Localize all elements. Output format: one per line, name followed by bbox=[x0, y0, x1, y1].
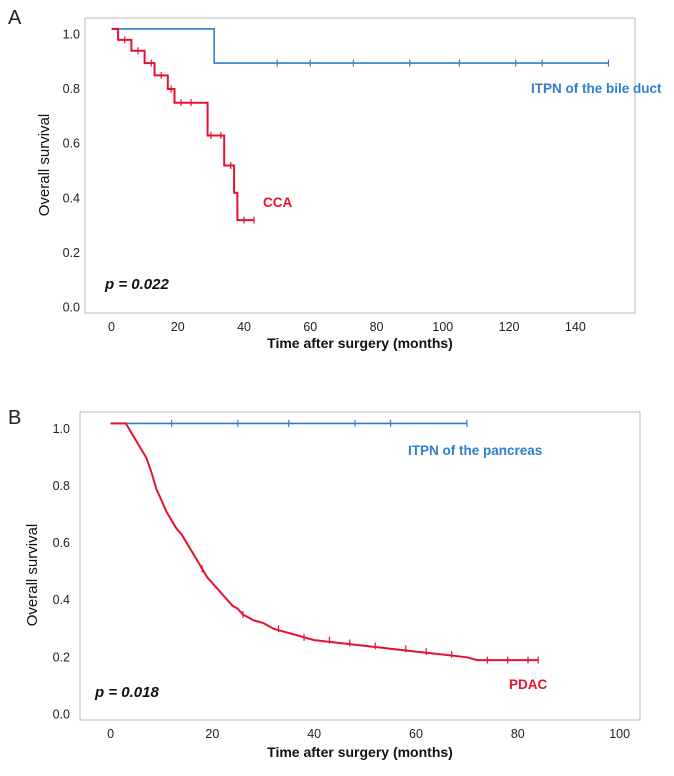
y-tick-label: 0.6 bbox=[53, 536, 70, 550]
x-tick-label: 140 bbox=[565, 320, 586, 334]
panel-a-series bbox=[111, 27, 610, 224]
panel-b-label-pdac: PDAC bbox=[509, 677, 548, 692]
y-tick-label: 0.8 bbox=[53, 479, 70, 493]
x-tick-label: 120 bbox=[499, 320, 520, 334]
x-tick-label: 20 bbox=[171, 320, 185, 334]
panel-b-y-axis-label: Overall survival bbox=[24, 524, 41, 627]
panel-b-series bbox=[110, 419, 539, 664]
panel-a: A 0.00.20.40.60.81.0 0 20 40 60 80 100 120 140 … bbox=[8, 7, 662, 351]
panel-a-label-cca: CCA bbox=[263, 195, 292, 210]
panel-b-label-itpn-pancreas: ITPN of the pancreas bbox=[408, 443, 542, 458]
panel-b-letter: B bbox=[8, 407, 21, 429]
panel-b-x-axis-label: Time after surgery (months) bbox=[267, 744, 453, 760]
x-tick-label: 0 bbox=[108, 320, 115, 334]
x-tick-label: 60 bbox=[303, 320, 317, 334]
survival-curve-cca bbox=[111, 27, 254, 222]
y-tick-label: 0.2 bbox=[63, 246, 80, 260]
x-tick-label: 80 bbox=[511, 727, 525, 741]
y-tick-label: 0.6 bbox=[63, 137, 80, 151]
y-tick-label: 1.0 bbox=[53, 422, 70, 436]
y-tick-label: 0.4 bbox=[53, 593, 70, 607]
x-tick-label: 60 bbox=[409, 727, 423, 741]
y-tick-label: 0.2 bbox=[53, 650, 70, 664]
panel-b: B 0.0 0.2 0.4 0.6 0.8 1.0 0 20 40 60 80 100 p = 0.… bbox=[8, 407, 641, 760]
x-tick-label: 40 bbox=[307, 727, 321, 741]
panel-a-p-value: p = 0.022 bbox=[104, 276, 169, 293]
y-tick-label: 0.8 bbox=[63, 82, 80, 96]
panel-a-label-itpn-bile-duct: ITPN of the bile duct bbox=[531, 81, 662, 96]
x-tick-label: 80 bbox=[370, 320, 384, 334]
panel-b-x-ticks: 0 20 40 60 80 100 bbox=[107, 727, 630, 741]
panel-a-y-axis-label: Overall survival bbox=[36, 114, 53, 217]
y-tick-label: 0.0 bbox=[63, 301, 80, 315]
panel-b-plot-frame bbox=[79, 411, 641, 721]
x-tick-label: 20 bbox=[205, 727, 219, 741]
panel-a-x-axis-label: Time after surgery (months) bbox=[267, 335, 453, 351]
x-tick-label: 100 bbox=[432, 320, 453, 334]
panel-b-p-value: p = 0.018 bbox=[94, 684, 159, 701]
panel-a-plot-frame bbox=[84, 17, 636, 314]
x-tick-label: 0 bbox=[107, 727, 114, 741]
panel-a-y-ticks: 0.0 0.2 0.4 0.6 0.8 1.0 bbox=[63, 27, 80, 314]
y-tick-label: 0.4 bbox=[63, 191, 80, 205]
survival-curve-pdac bbox=[110, 422, 539, 662]
y-tick-label: 0.0 bbox=[53, 707, 70, 721]
survival-curve-itpn-of-the-bile-duct bbox=[111, 28, 609, 64]
x-tick-label: 100 bbox=[609, 727, 630, 741]
panel-b-y-ticks: 0.0 0.2 0.4 0.6 0.8 1.0 bbox=[53, 422, 70, 721]
y-tick-label: 1.0 bbox=[63, 27, 80, 41]
panel-a-letter: A bbox=[8, 7, 22, 29]
x-tick-label: 40 bbox=[237, 320, 251, 334]
panel-a-x-ticks: 0 20 40 60 80 100 120 140 bbox=[108, 320, 586, 334]
